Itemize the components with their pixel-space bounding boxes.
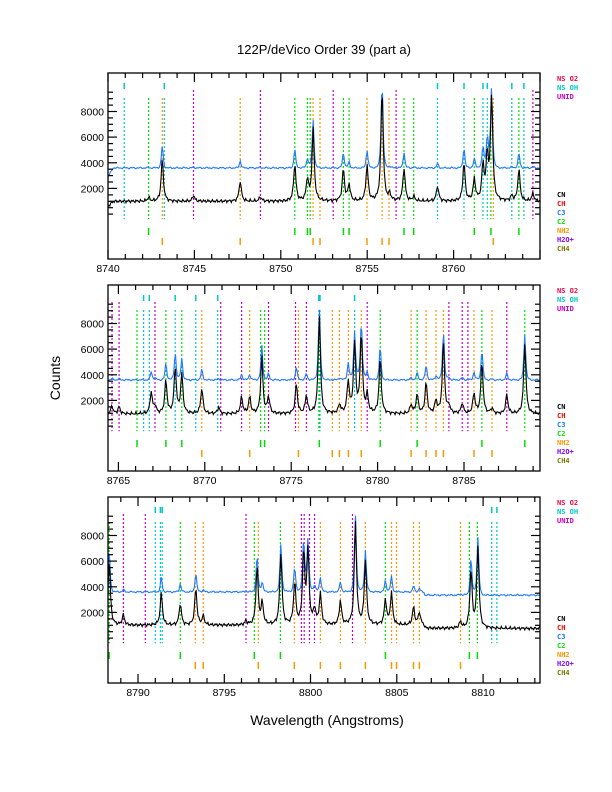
legend-cn: CN [557,403,565,411]
x-tick-label: 8770 [193,475,217,487]
blue-spectrum-line [107,515,541,597]
legend-ns-oh: NS OH [557,296,578,304]
x-tick-label: 8750 [269,263,293,275]
chart-title: 122P/deVico Order 39 (part a) [237,42,411,57]
legend-c2: C2 [557,430,565,438]
y-tick-label: 4000 [81,582,105,594]
y-tick-label: 2000 [81,183,105,195]
x-tick-label: 8790 [126,687,150,699]
plot-frame [107,284,541,472]
black-spectrum-line [107,316,541,417]
y-tick-label: 4000 [81,370,105,382]
x-tick-label: 8800 [299,687,323,699]
black-spectrum-line [107,94,541,207]
legend-c2: C2 [557,642,565,650]
x-tick-label: 8775 [279,475,303,487]
x-axis-label: Wavelength (Angstroms) [250,712,404,728]
legend-nh2: NH2 [557,439,570,447]
plot-frame [107,496,541,684]
y-tick-label: 2000 [81,607,105,619]
legend-h2o-: H2O+ [557,660,574,668]
x-tick-label: 8805 [385,687,409,699]
legend-cn: CN [557,191,565,199]
legend-cn: CN [557,615,565,623]
legend-ch: CH [557,412,565,420]
blue-spectrum-line [107,309,541,382]
legend-ch: CH [557,624,565,632]
legend-nh2: NH2 [557,651,570,659]
legend-c3: C3 [557,209,565,217]
x-tick-label: 8745 [183,263,207,275]
blue-spectrum-line [107,88,541,178]
black-spectrum-line [107,521,541,632]
x-tick-label: 8810 [471,687,495,699]
x-tick-label: 8760 [442,263,466,275]
legend-unid: UNID [557,517,574,525]
legend-ch4: CH4 [557,669,570,677]
legend-ns-oh: NS OH [557,508,578,516]
x-tick-label: 8765 [107,475,131,487]
legend-ch: CH [557,200,565,208]
x-tick-label: 8780 [366,475,390,487]
legend-ns-o2: NS O2 [557,499,578,507]
legend-ns-oh: NS OH [557,84,578,92]
x-tick-label: 8785 [452,475,476,487]
y-tick-label: 6000 [81,132,105,144]
y-axis-label: Counts [47,356,63,400]
legend-h2o-: H2O+ [557,236,574,244]
y-tick-label: 6000 [81,344,105,356]
legend-h2o-: H2O+ [557,448,574,456]
legend-nh2: NH2 [557,227,570,235]
legend-c2: C2 [557,218,565,226]
legend-unid: UNID [557,93,574,101]
y-tick-label: 2000 [81,395,105,407]
legend-unid: UNID [557,305,574,313]
y-tick-label: 6000 [81,556,105,568]
legend-ch4: CH4 [557,245,570,253]
panel-2: 8765 8770 8775 8780 8785 2000 4000 6000 8000 NS O… [81,284,578,487]
panels: 8740 8745 8750 8755 8760 2000 4000 6000 8000 NS O… [81,72,578,699]
y-tick-label: 4000 [81,158,105,170]
legend-c3: C3 [557,421,565,429]
y-tick-label: 8000 [81,530,105,542]
x-tick-label: 8740 [96,263,120,275]
panel-1: 8740 8745 8750 8755 8760 2000 4000 6000 8000 NS O… [81,72,578,275]
x-tick-label: 8795 [213,687,237,699]
legend-c3: C3 [557,633,565,641]
plot-frame [107,72,541,260]
legend-ch4: CH4 [557,457,570,465]
legend-ns-o2: NS O2 [557,75,578,83]
panel-3: 8790 8795 8800 8805 8810 2000 4000 6000 8000 NS O… [81,496,578,699]
legend-ns-o2: NS O2 [557,287,578,295]
y-tick-label: 8000 [81,318,105,330]
y-tick-label: 8000 [81,106,105,118]
x-tick-label: 8755 [356,263,380,275]
